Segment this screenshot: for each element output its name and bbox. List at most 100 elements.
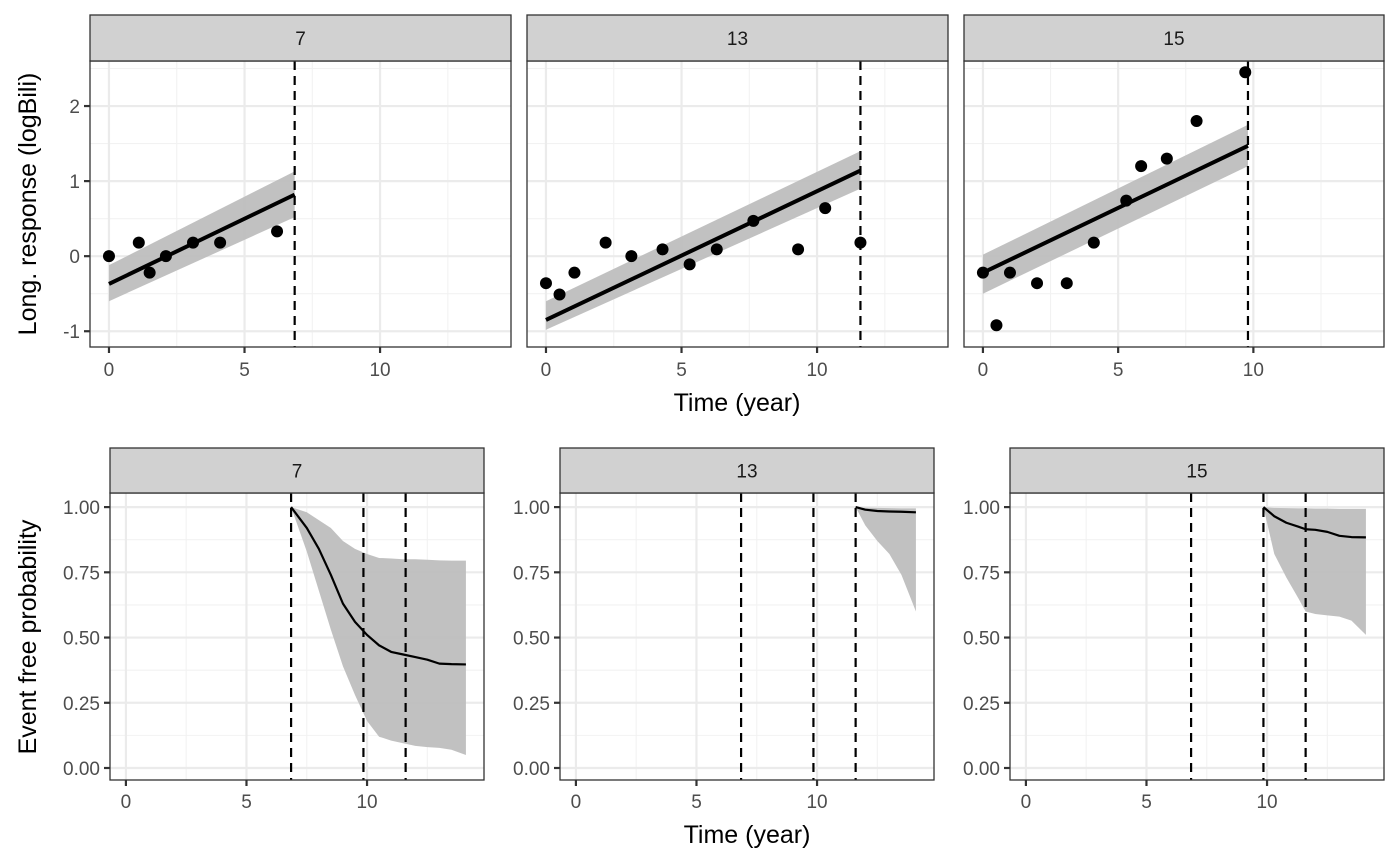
data-point xyxy=(553,288,566,301)
y-tick-label: 0.25 xyxy=(513,694,550,715)
y-tick-label: 0.25 xyxy=(963,694,1000,715)
facet-strip-label: 15 xyxy=(1186,462,1207,483)
x-tick-label: 0 xyxy=(1021,792,1032,813)
survival-curve xyxy=(855,506,916,514)
y-tick-label: 0.50 xyxy=(63,629,100,650)
data-point xyxy=(1031,277,1044,290)
data-point xyxy=(710,243,723,256)
panel-content xyxy=(539,61,867,347)
long-panel-13: 13 0 5 10 xyxy=(526,14,949,381)
data-point xyxy=(132,236,145,249)
top-x-axis-title: Time (year) xyxy=(674,389,801,417)
y-tick-label: 0.00 xyxy=(63,759,100,780)
data-point xyxy=(1003,266,1016,279)
x-tick-label: 10 xyxy=(806,360,827,381)
facet-strip xyxy=(89,14,512,62)
facet-strip xyxy=(963,14,1385,62)
x-tick-label: 10 xyxy=(356,792,377,813)
y-tick-label: 0.75 xyxy=(963,563,1000,584)
data-point xyxy=(102,250,115,263)
data-point xyxy=(159,250,172,263)
fitted-line xyxy=(545,168,862,322)
facet-strip-label: 7 xyxy=(292,462,303,483)
x-tick-label: 0 xyxy=(571,792,582,813)
data-point xyxy=(568,266,581,279)
x-tick-label: 5 xyxy=(691,792,702,813)
x-tick-label: 10 xyxy=(369,360,390,381)
y-tick-label: 0.75 xyxy=(513,563,550,584)
data-point xyxy=(1160,152,1173,165)
data-point xyxy=(625,250,638,263)
data-point xyxy=(819,202,832,215)
y-tick-label: -1 xyxy=(63,322,80,343)
x-tick-label: 10 xyxy=(1256,792,1277,813)
long-panel-7: 7 0 5 10 -1 0 1 2 xyxy=(63,14,512,381)
y-tick-label: 0 xyxy=(69,247,80,268)
facet-strip xyxy=(1009,447,1385,494)
facet-strip xyxy=(526,14,949,62)
panels: 7 0 5 10 -1 0 1 2 13 0 5 10 15 0 5 10 7 0 5 10 0.00 0.25 0.50 0… xyxy=(63,14,1385,813)
x-tick-label: 5 xyxy=(1113,360,1124,381)
fitted-line xyxy=(108,192,296,286)
confidence-band xyxy=(291,507,466,755)
data-point xyxy=(656,243,669,256)
facet-strip xyxy=(109,447,485,494)
data-point xyxy=(1087,236,1100,249)
data-point xyxy=(214,236,227,249)
x-tick-label: 5 xyxy=(241,792,252,813)
y-tick-label: 1.00 xyxy=(963,498,1000,519)
confidence-band xyxy=(545,151,861,330)
data-point xyxy=(143,266,156,279)
long-panel-15: 15 0 5 10 xyxy=(963,14,1385,381)
data-point xyxy=(976,266,989,279)
confidence-band xyxy=(1263,507,1366,635)
data-point xyxy=(854,236,867,249)
panel-content xyxy=(739,493,916,780)
data-point xyxy=(990,319,1003,332)
y-tick-label: 0.00 xyxy=(963,759,1000,780)
data-point xyxy=(1239,66,1252,79)
y-tick-label: 0.25 xyxy=(63,694,100,715)
bottom-y-axis-title: Event free probability xyxy=(14,519,42,754)
data-point xyxy=(683,258,696,271)
x-tick-label: 0 xyxy=(541,360,552,381)
top-y-axis-title: Long. response (logBili) xyxy=(14,73,42,336)
panel-content xyxy=(1189,493,1366,780)
x-tick-label: 0 xyxy=(104,360,115,381)
panel-content xyxy=(289,493,466,780)
y-tick-label: 1.00 xyxy=(513,498,550,519)
y-tick-label: 0.00 xyxy=(513,759,550,780)
data-point xyxy=(1135,160,1148,173)
fitted-line xyxy=(982,144,1249,275)
facet-strip xyxy=(559,447,935,494)
facet-strip-label: 15 xyxy=(1163,29,1184,50)
data-point xyxy=(599,236,612,249)
y-tick-label: 0.50 xyxy=(513,629,550,650)
facet-strip-label: 13 xyxy=(736,462,757,483)
facet-strip-label: 13 xyxy=(727,29,748,50)
survival-curve xyxy=(290,506,466,666)
data-point xyxy=(187,236,200,249)
x-tick-label: 0 xyxy=(978,360,989,381)
confidence-band xyxy=(855,507,916,612)
data-point xyxy=(792,243,805,256)
data-point xyxy=(1190,115,1203,128)
data-point xyxy=(271,225,284,238)
bottom-x-axis-title: Time (year) xyxy=(684,821,811,849)
y-tick-label: 1 xyxy=(69,172,80,193)
x-tick-label: 10 xyxy=(1243,360,1264,381)
x-tick-label: 5 xyxy=(1141,792,1152,813)
x-tick-label: 5 xyxy=(676,360,687,381)
data-point xyxy=(1120,194,1133,207)
panel-background xyxy=(964,61,1384,347)
y-tick-label: 2 xyxy=(69,97,80,118)
data-point xyxy=(1060,277,1073,290)
surv-panel-13: 13 0 5 10 0.00 0.25 0.50 0.75 1.00 xyxy=(513,447,935,813)
x-tick-label: 0 xyxy=(121,792,132,813)
data-point xyxy=(539,277,552,290)
x-tick-label: 10 xyxy=(806,792,827,813)
surv-panel-7: 7 0 5 10 0.00 0.25 0.50 0.75 1.00 xyxy=(63,447,485,813)
x-tick-label: 5 xyxy=(239,360,250,381)
y-tick-label: 1.00 xyxy=(63,498,100,519)
